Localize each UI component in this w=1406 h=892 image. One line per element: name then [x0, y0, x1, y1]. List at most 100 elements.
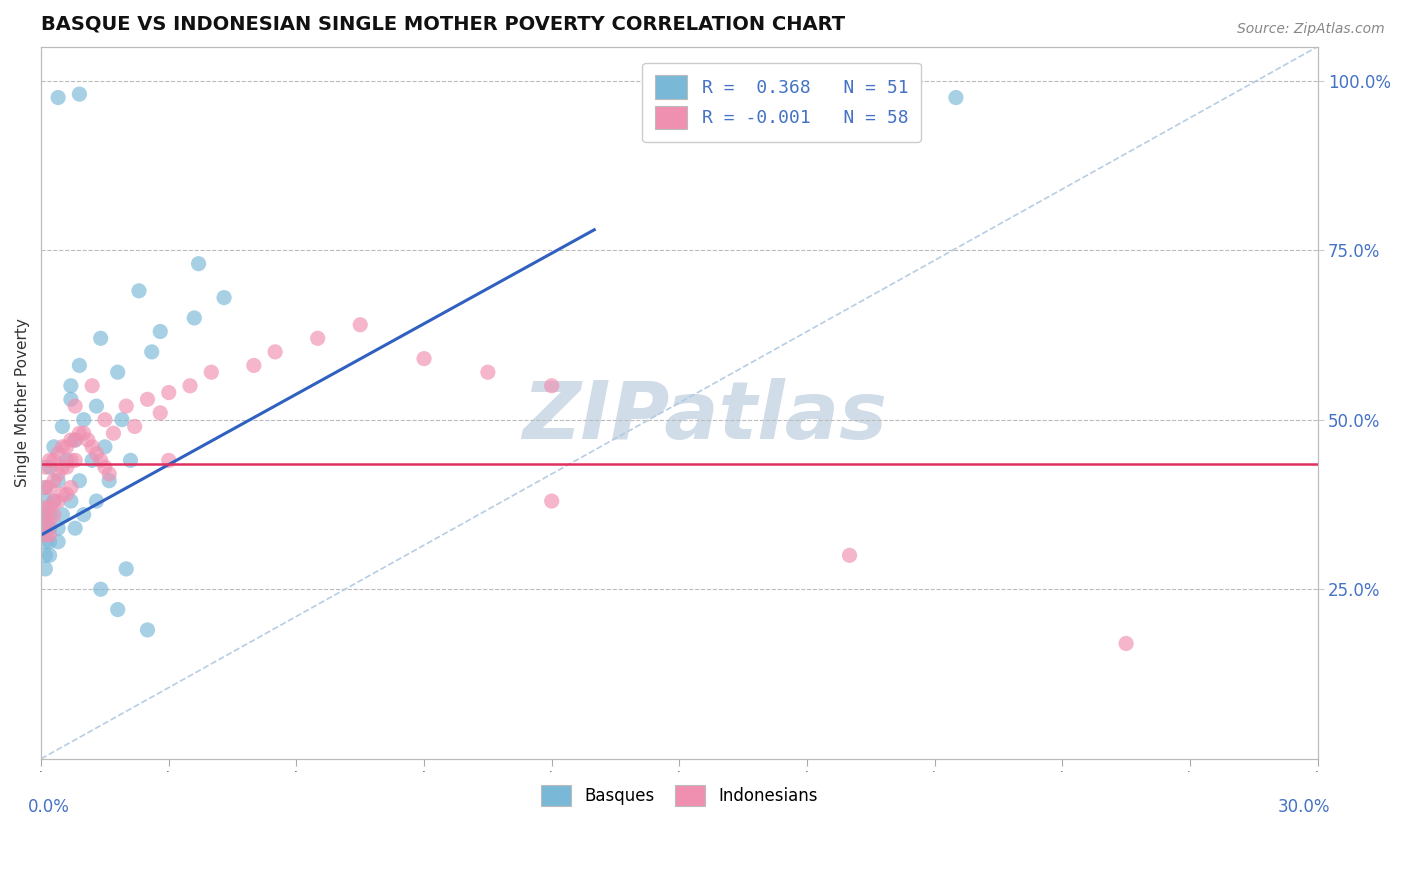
Point	[55, 487, 77, 501]
Point	[98, 474, 121, 488]
Point	[51, 487, 73, 501]
Point	[46, 467, 69, 481]
Point	[136, 623, 159, 637]
Point	[349, 318, 371, 332]
Point	[212, 291, 235, 305]
Point	[38, 515, 60, 529]
Point	[107, 365, 129, 379]
Point	[67, 87, 90, 102]
Point	[90, 453, 112, 467]
Point	[200, 365, 222, 379]
Point	[42, 453, 65, 467]
Point	[38, 500, 60, 515]
Y-axis label: Single Mother Poverty: Single Mother Poverty	[15, 318, 30, 487]
Text: BASQUE VS INDONESIAN SINGLE MOTHER POVERTY CORRELATION CHART: BASQUE VS INDONESIAN SINGLE MOTHER POVER…	[41, 15, 845, 34]
Text: Source: ZipAtlas.com: Source: ZipAtlas.com	[1237, 22, 1385, 37]
Point	[55, 460, 77, 475]
Point	[34, 494, 56, 508]
Point	[540, 378, 562, 392]
Point	[34, 508, 56, 522]
Point	[98, 467, 121, 481]
Point	[141, 344, 163, 359]
Point	[34, 562, 56, 576]
Point	[307, 331, 329, 345]
Point	[77, 433, 100, 447]
Point	[94, 460, 117, 475]
Point	[38, 521, 60, 535]
Point	[67, 359, 90, 373]
Point	[945, 90, 967, 104]
Point	[73, 412, 96, 426]
Text: ZIPatlas: ZIPatlas	[523, 378, 887, 456]
Point	[63, 433, 86, 447]
Point	[34, 521, 56, 535]
Point	[94, 440, 117, 454]
Point	[136, 392, 159, 407]
Point	[34, 549, 56, 563]
Point	[55, 440, 77, 454]
Point	[86, 494, 108, 508]
Point	[38, 460, 60, 475]
Point	[42, 494, 65, 508]
Point	[82, 453, 104, 467]
Point	[46, 494, 69, 508]
Point	[51, 440, 73, 454]
Point	[94, 412, 117, 426]
Point	[46, 521, 69, 535]
Text: 0.0%: 0.0%	[28, 798, 70, 816]
Point	[90, 331, 112, 345]
Point	[90, 582, 112, 597]
Point	[86, 399, 108, 413]
Point	[42, 508, 65, 522]
Point	[42, 474, 65, 488]
Point	[183, 310, 205, 325]
Point	[42, 494, 65, 508]
Point	[477, 365, 499, 379]
Point	[42, 440, 65, 454]
Point	[34, 481, 56, 495]
Point	[157, 385, 180, 400]
Point	[34, 460, 56, 475]
Point	[179, 378, 201, 392]
Point	[540, 494, 562, 508]
Point	[55, 453, 77, 467]
Point	[38, 534, 60, 549]
Point	[115, 399, 138, 413]
Point	[46, 90, 69, 104]
Point	[73, 508, 96, 522]
Point	[34, 481, 56, 495]
Point	[103, 426, 125, 441]
Point	[59, 453, 82, 467]
Point	[63, 433, 86, 447]
Point	[128, 284, 150, 298]
Point	[38, 481, 60, 495]
Point	[38, 528, 60, 542]
Point	[838, 549, 860, 563]
Point	[38, 549, 60, 563]
Point	[86, 447, 108, 461]
Point	[38, 453, 60, 467]
Point	[46, 447, 69, 461]
Point	[82, 440, 104, 454]
Point	[157, 453, 180, 467]
Legend: Basques, Indonesians: Basques, Indonesians	[533, 776, 825, 814]
Point	[51, 508, 73, 522]
Point	[63, 453, 86, 467]
Text: 30.0%: 30.0%	[1278, 798, 1330, 816]
Point	[38, 508, 60, 522]
Point	[46, 534, 69, 549]
Point	[1115, 636, 1137, 650]
Point	[67, 426, 90, 441]
Point	[59, 392, 82, 407]
Point	[34, 528, 56, 542]
Point	[34, 534, 56, 549]
Point	[46, 474, 69, 488]
Point	[111, 412, 134, 426]
Point	[149, 406, 172, 420]
Point	[124, 419, 146, 434]
Point	[243, 359, 266, 373]
Point	[264, 344, 287, 359]
Point	[187, 257, 209, 271]
Point	[67, 474, 90, 488]
Point	[82, 378, 104, 392]
